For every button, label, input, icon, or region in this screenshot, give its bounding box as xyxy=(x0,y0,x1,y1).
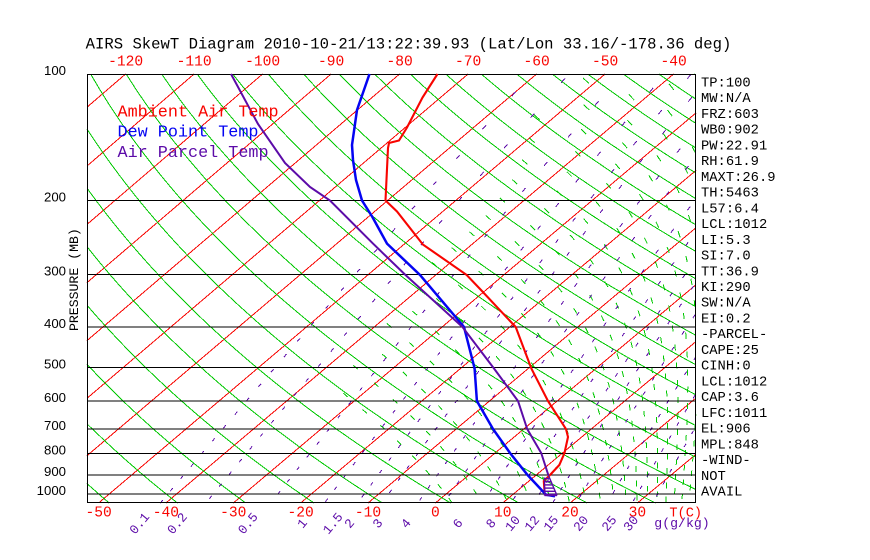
svg-text:FRZ:603: FRZ:603 xyxy=(701,108,759,123)
svg-text:1000: 1000 xyxy=(37,483,66,498)
svg-text:200: 200 xyxy=(44,190,66,205)
svg-text:CAPE:25: CAPE:25 xyxy=(701,344,759,359)
svg-text:-80: -80 xyxy=(386,55,412,71)
svg-text:-WIND-: -WIND- xyxy=(701,454,751,469)
svg-text:EL:906: EL:906 xyxy=(701,423,751,438)
svg-text:TH:5463: TH:5463 xyxy=(701,187,759,202)
svg-text:L57:6.4: L57:6.4 xyxy=(701,202,759,217)
svg-text:NOT: NOT xyxy=(701,470,726,485)
svg-text:-70: -70 xyxy=(455,55,481,71)
svg-text:-PARCEL-: -PARCEL- xyxy=(701,328,767,343)
svg-text:-50: -50 xyxy=(85,506,111,522)
svg-text:LCL:1012: LCL:1012 xyxy=(701,375,767,390)
svg-text:-20: -20 xyxy=(287,506,313,522)
svg-text:TP:100: TP:100 xyxy=(701,77,751,92)
svg-text:0: 0 xyxy=(431,506,440,522)
svg-text:CINH:0: CINH:0 xyxy=(701,360,751,375)
svg-text:-90: -90 xyxy=(318,55,344,71)
svg-text:AVAIL: AVAIL xyxy=(701,486,742,501)
svg-text:TT:36.9: TT:36.9 xyxy=(701,265,759,280)
svg-text:Dew Point Temp: Dew Point Temp xyxy=(118,124,259,143)
svg-text:LFC:1011: LFC:1011 xyxy=(701,407,767,422)
svg-text:RH:61.9: RH:61.9 xyxy=(701,155,759,170)
svg-text:SW:N/A: SW:N/A xyxy=(701,296,751,312)
svg-text:LI:5.3: LI:5.3 xyxy=(701,234,751,249)
svg-text:EI:0.2: EI:0.2 xyxy=(701,313,751,328)
svg-text:20: 20 xyxy=(561,506,579,522)
svg-text:100: 100 xyxy=(44,63,66,78)
svg-text:700: 700 xyxy=(44,418,66,433)
svg-text:800: 800 xyxy=(44,442,66,457)
svg-text:500: 500 xyxy=(44,357,66,372)
svg-text:KI:290: KI:290 xyxy=(701,281,751,296)
svg-text:10: 10 xyxy=(494,506,512,522)
svg-text:PRESSURE (MB): PRESSURE (MB) xyxy=(67,228,82,331)
svg-text:-50: -50 xyxy=(592,55,618,71)
svg-text:MW:N/A: MW:N/A xyxy=(701,91,751,107)
svg-text:SI:7.0: SI:7.0 xyxy=(701,250,751,265)
svg-text:MPL:848: MPL:848 xyxy=(701,438,759,453)
svg-text:900: 900 xyxy=(44,464,66,479)
svg-text:WB0:902: WB0:902 xyxy=(701,124,759,139)
svg-text:MAXT:26.9: MAXT:26.9 xyxy=(701,171,776,186)
svg-text:-110: -110 xyxy=(177,55,212,71)
svg-text:-40: -40 xyxy=(660,55,686,71)
svg-text:-60: -60 xyxy=(523,55,549,71)
svg-text:-10: -10 xyxy=(355,506,381,522)
svg-text:-120: -120 xyxy=(108,55,143,71)
svg-text:Ambient Air Temp: Ambient Air Temp xyxy=(118,104,279,123)
svg-text:300: 300 xyxy=(44,263,66,278)
svg-text:Air Parcel Temp: Air Parcel Temp xyxy=(118,144,269,163)
svg-text:AIRS SkewT Diagram 2010-10-21/: AIRS SkewT Diagram 2010-10-21/13:22:39.9… xyxy=(86,36,732,54)
svg-text:400: 400 xyxy=(44,316,66,331)
svg-text:g(g/kg): g(g/kg) xyxy=(654,516,709,531)
svg-text:PW:22.91: PW:22.91 xyxy=(701,139,767,154)
svg-text:600: 600 xyxy=(44,390,66,405)
svg-text:-40: -40 xyxy=(153,506,179,522)
svg-text:-30: -30 xyxy=(220,506,246,522)
svg-text:LCL:1012: LCL:1012 xyxy=(701,218,767,233)
svg-text:CAP:3.6: CAP:3.6 xyxy=(701,391,759,406)
svg-text:30: 30 xyxy=(629,506,647,522)
svg-text:T(C): T(C) xyxy=(669,507,702,522)
svg-text:-100: -100 xyxy=(245,55,280,71)
